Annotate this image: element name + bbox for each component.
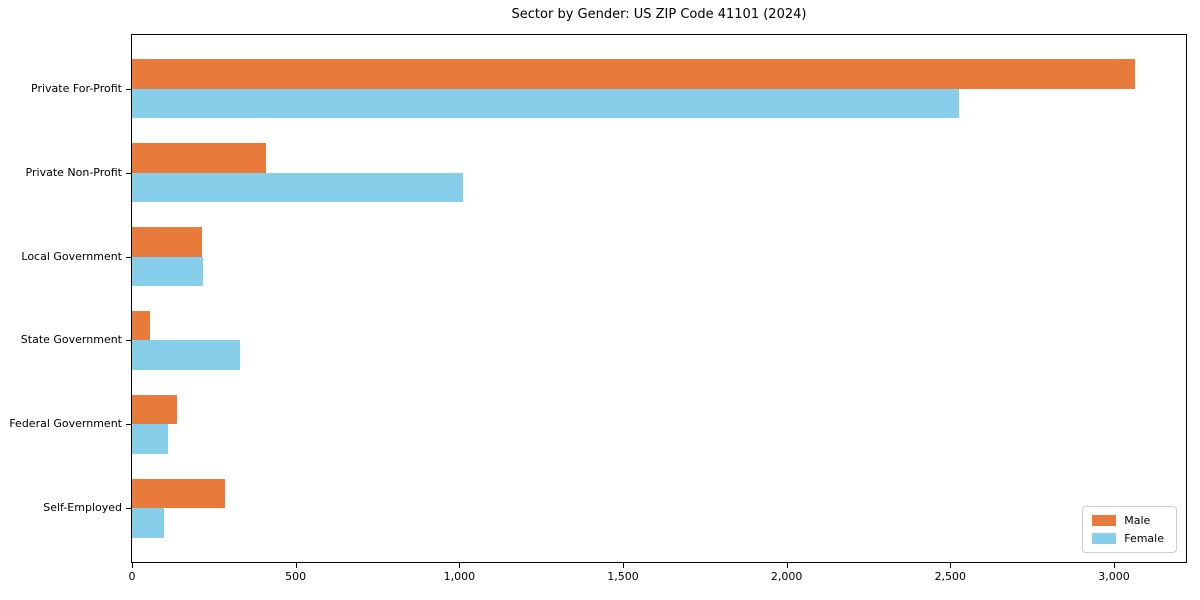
chart-title: Sector by Gender: US ZIP Code 41101 (202… — [511, 7, 807, 22]
x-tick-mark — [132, 563, 133, 568]
bar-female-5 — [132, 508, 165, 538]
x-tick-mark — [1113, 563, 1115, 568]
bar-male-0 — [132, 59, 1135, 89]
legend-item-female: Female — [1092, 532, 1164, 545]
bar-male-1 — [132, 143, 266, 173]
legend: Male Female — [1082, 506, 1177, 553]
bar-female-4 — [132, 424, 168, 454]
y-tick-label: State Government — [20, 333, 122, 347]
y-tick-mark — [126, 508, 131, 510]
x-tick-label: 3,000 — [1098, 570, 1130, 583]
bar-male-2 — [132, 227, 203, 257]
plot-area: Male Female — [131, 34, 1187, 563]
y-tick-mark — [126, 424, 131, 426]
y-tick-label: Private For-Profit — [31, 81, 122, 95]
y-tick-mark — [126, 256, 131, 258]
x-tick-mark — [950, 563, 952, 568]
bar-female-3 — [132, 340, 241, 370]
legend-swatch-female-icon — [1092, 533, 1117, 544]
x-tick-label: 2,500 — [934, 570, 967, 583]
bar-male-5 — [132, 478, 225, 509]
x-tick-label: 1,000 — [443, 570, 476, 583]
bar-female-2 — [132, 256, 203, 286]
y-tick-label: Local Government — [21, 249, 122, 263]
y-tick-mark — [126, 88, 131, 90]
x-tick-mark — [295, 563, 297, 568]
legend-label-female: Female — [1124, 532, 1164, 545]
y-tick-label: Federal Government — [9, 417, 122, 431]
y-tick-label: Self-Employed — [43, 501, 122, 515]
x-tick-label: 0 — [128, 570, 136, 583]
x-tick-mark — [786, 563, 788, 568]
legend-label-male: Male — [1124, 514, 1151, 527]
y-tick-label: Private Non-Profit — [25, 165, 122, 179]
x-tick-label: 1,500 — [607, 570, 639, 583]
bar-male-3 — [132, 310, 151, 341]
bar-male-4 — [132, 394, 177, 425]
bar-female-1 — [132, 172, 463, 203]
legend-swatch-male-icon — [1092, 515, 1117, 526]
y-tick-mark — [126, 340, 131, 342]
legend-item-male: Male — [1092, 514, 1164, 527]
x-tick-label: 2,000 — [770, 570, 803, 583]
y-tick-mark — [126, 172, 131, 174]
x-tick-mark — [622, 563, 624, 568]
x-tick-mark — [459, 563, 461, 568]
x-tick-label: 500 — [285, 570, 307, 583]
bar-female-0 — [132, 88, 960, 119]
